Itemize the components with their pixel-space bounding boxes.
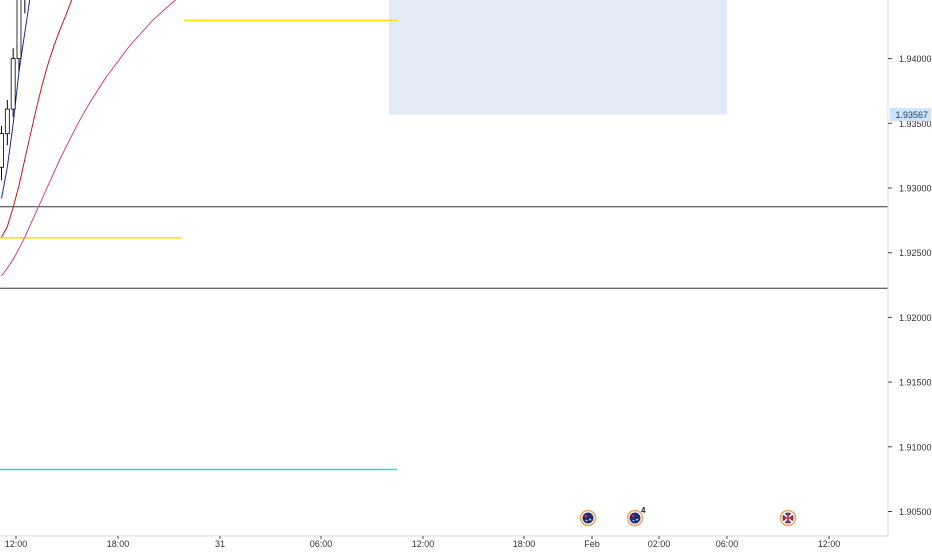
x-tick-label: 02:00 [648, 539, 671, 549]
uk-flag-icon[interactable] [779, 509, 797, 527]
x-tick-label: 18:00 [107, 539, 130, 549]
candle [10, 48, 16, 117]
flag-field [582, 512, 594, 524]
x-tick-label: 18:00 [513, 539, 536, 549]
flag-star [589, 518, 592, 521]
x-tick-label: Feb [584, 539, 600, 549]
y-tick-label: 1.92000 [899, 313, 932, 323]
price-tag-label: 1.93567 [895, 110, 928, 120]
y-tick-label: 1.91000 [899, 442, 932, 452]
candle [24, 0, 26, 14]
price-tag-target: 1.93567 [890, 108, 931, 122]
flag-field [629, 512, 641, 524]
candle [16, 0, 22, 72]
candle [0, 125, 4, 181]
y-tick-label: 1.90500 [899, 507, 932, 517]
ema-line-3 [1, 0, 177, 277]
flag-star [636, 518, 639, 521]
candle-body [0, 133, 4, 168]
candle-body [16, 0, 22, 59]
candle-body [4, 108, 10, 135]
y-tick-label: 1.93000 [899, 184, 932, 194]
candle [4, 100, 10, 146]
y-tick-label: 1.92500 [899, 248, 932, 258]
x-tick-label: 06:00 [310, 539, 333, 549]
ema-line-2 [1, 0, 73, 238]
australia-flag-icon[interactable]: 4 [626, 506, 647, 527]
x-tick-label: 12:00 [412, 539, 435, 549]
y-tick-label: 1.91500 [899, 378, 932, 388]
y-tick-label: 1.93500 [899, 119, 932, 129]
x-tick-label: 31 [215, 539, 225, 549]
flag-star [632, 519, 635, 522]
y-tick-label: 1.94000 [899, 54, 932, 64]
flag-union [631, 514, 635, 518]
x-tick-label: 12:00 [818, 539, 841, 549]
take-profit-zone[interactable] [389, 0, 727, 115]
candle-body [10, 58, 16, 110]
flag-star [585, 519, 588, 522]
australia-flag-icon[interactable] [579, 509, 597, 527]
event-count: 4 [641, 506, 646, 515]
price-tag-bg [890, 108, 931, 122]
price-axis[interactable] [888, 0, 932, 550]
x-tick-label: 12:00 [5, 539, 28, 549]
x-tick-label: 06:00 [716, 539, 739, 549]
flag-union [584, 514, 588, 518]
